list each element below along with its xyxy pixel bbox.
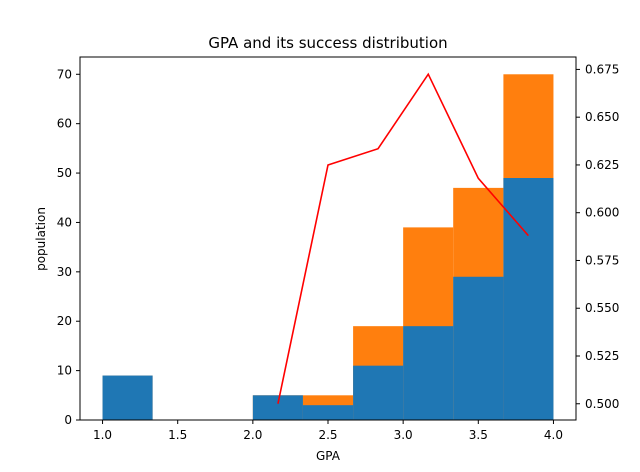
- bar-series1-bin-1: [102, 375, 153, 420]
- y-tick-label: 40: [57, 215, 72, 229]
- success-rate-line-layer: [277, 72, 529, 404]
- y2-tick-label: 0.675: [585, 62, 619, 76]
- x-axis-label: GPA: [316, 449, 341, 463]
- success-rate-line: [277, 72, 529, 404]
- y-axis-label: population: [34, 207, 48, 271]
- y2-tick-label: 0.650: [585, 110, 619, 124]
- y2-tick-label: 0.525: [585, 349, 619, 363]
- chart-title: GPA and its success distribution: [208, 34, 447, 52]
- x-tick-label: 4.0: [544, 428, 563, 442]
- x-tick-label: 3.0: [394, 428, 413, 442]
- y-tick-label: 60: [57, 117, 72, 131]
- bars-layer: [102, 74, 554, 421]
- y-tick-label: 20: [57, 314, 72, 328]
- y-tick-label: 30: [57, 265, 72, 279]
- y2-tick-label: 0.575: [585, 253, 619, 267]
- x-tick-label: 2.0: [243, 428, 262, 442]
- y-tick-label: 0: [64, 413, 72, 427]
- bar-series1-bin-4: [252, 395, 303, 420]
- y-tick-label: 10: [57, 364, 72, 378]
- y-tick-label: 50: [57, 166, 72, 180]
- x-tick-label: 2.5: [318, 428, 337, 442]
- y-axis-left: 0 10 20 30 40 50 60 70: [57, 67, 80, 427]
- bar-series1-bin-5: [302, 405, 354, 420]
- y2-tick-label: 0.550: [585, 301, 619, 315]
- bar-series1-bin-9: [503, 178, 554, 420]
- x-tick-label: 1.0: [93, 428, 112, 442]
- bar-series1-bin-8: [453, 276, 504, 420]
- x-tick-label: 1.5: [168, 428, 187, 442]
- y2-tick-label: 0.600: [585, 206, 619, 220]
- bar-series1-bin-7: [403, 326, 454, 420]
- x-axis: 1.0 1.5 2.0 2.5 3.0 3.5 4.0: [93, 420, 563, 442]
- y2-tick-label: 0.625: [585, 158, 619, 172]
- bar-series1-bin-6: [353, 365, 404, 420]
- y-tick-label: 70: [57, 67, 72, 81]
- y2-tick-label: 0.500: [585, 397, 619, 411]
- x-tick-label: 3.5: [469, 428, 488, 442]
- y-axis-right: 0.500 0.525 0.550 0.575 0.600 0.625 0.650 0.675: [576, 62, 619, 411]
